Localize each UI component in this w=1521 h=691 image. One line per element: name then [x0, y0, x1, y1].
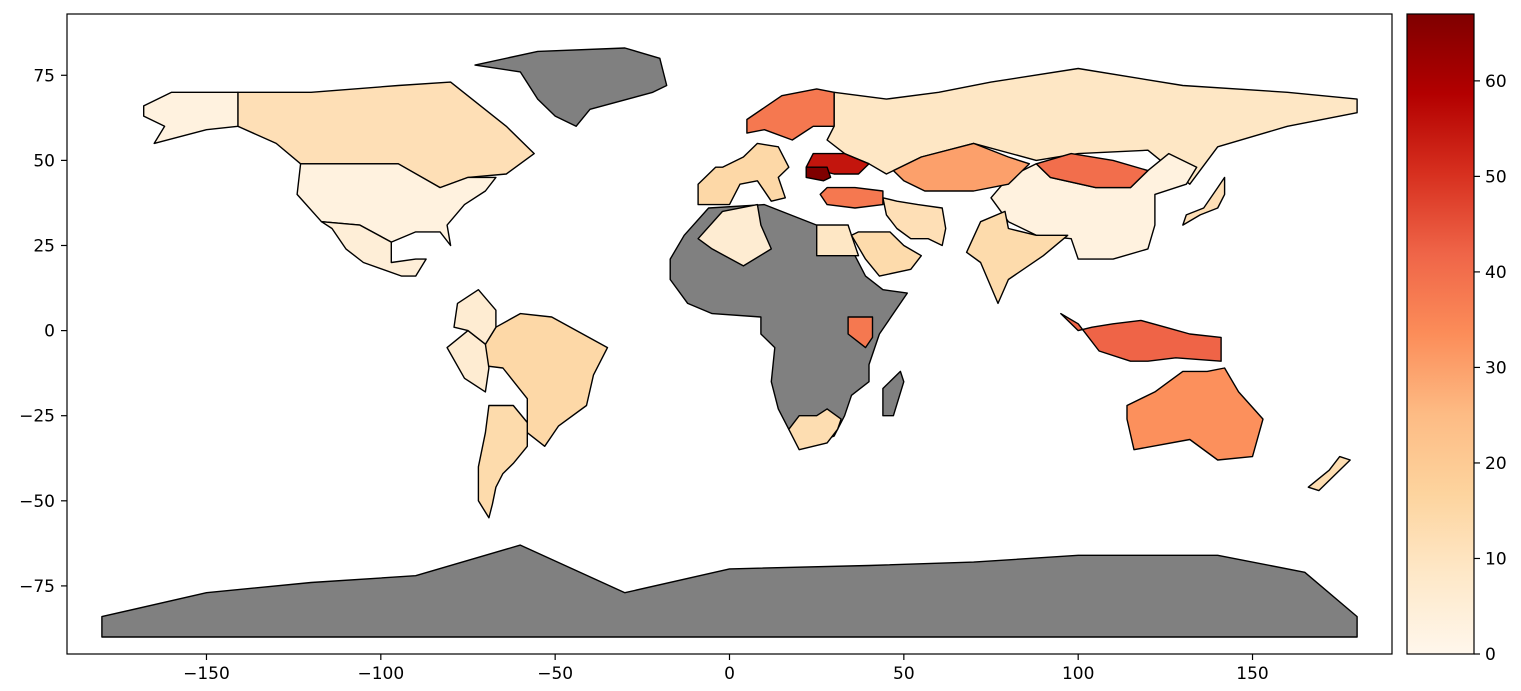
x-tick-label: 0 — [724, 664, 735, 684]
region-turkey: Turkey — [819, 186, 884, 209]
region-russia: Russia — [826, 67, 1358, 185]
region-mexico: Mexico — [320, 220, 427, 277]
x-tick-label: 150 — [1236, 664, 1268, 684]
y-axis: 75 50 25 0 −25 −50 −75 — [19, 66, 67, 597]
region-kazakhstan: Kazakhstan — [892, 142, 1031, 192]
region-japan: Japan — [1182, 176, 1226, 226]
region-algeria: Algeria — [697, 203, 772, 267]
x-tick-label: −50 — [537, 664, 573, 684]
x-tick-label: 100 — [1062, 664, 1094, 684]
region-scandinavia: Scandinavia — [746, 88, 835, 141]
colorbar-tick-label: 60 — [1485, 72, 1507, 92]
colorbar-tick-label: 30 — [1485, 358, 1507, 378]
colorbar-tick-label: 50 — [1485, 167, 1507, 187]
colorbar — [1407, 14, 1474, 654]
y-tick-label: 50 — [33, 151, 55, 171]
region-brazil: Brazil — [470, 312, 609, 447]
colorbar-axis: 0 10 20 30 40 50 60 — [1474, 72, 1507, 665]
y-tick-label: 25 — [33, 236, 55, 256]
region-greenland: Greenland — [474, 47, 668, 128]
region-saudi-arabia: Saudi Arabia — [850, 231, 922, 277]
region-alaska: Alaska — [142, 91, 239, 145]
region-australia: Australia — [1126, 367, 1264, 461]
region-argentina: Argentina — [477, 404, 528, 519]
region-madagascar: Madagascar — [882, 370, 905, 417]
region-romania: Romania — [805, 166, 832, 182]
colorbar-tick-label: 0 — [1485, 645, 1496, 665]
region-india: India — [965, 210, 1069, 305]
region-indonesia: Indonesia — [1060, 312, 1222, 362]
x-axis: −150 −100 −50 0 50 100 150 — [183, 654, 1269, 684]
land-layer: CanadaAlaskaUnited StatesMexicoGreenland… — [101, 47, 1358, 638]
y-tick-label: 75 — [33, 66, 55, 86]
region-western-europe: Western Europe — [697, 142, 790, 206]
y-tick-label: −25 — [19, 407, 55, 427]
region-canada: Canada — [237, 81, 535, 189]
region-iran: Iran — [882, 197, 947, 247]
region-south-africa: South Africa — [788, 408, 842, 451]
y-tick-label: −75 — [19, 577, 55, 597]
region-kenya: Kenya — [847, 316, 874, 349]
colorbar-tick-label: 20 — [1485, 454, 1507, 474]
region-mongolia: Mongolia — [1035, 152, 1149, 189]
region-new-zealand: New Zealand — [1307, 455, 1351, 492]
y-tick-label: 0 — [44, 322, 55, 342]
region-colombia: Colombia — [453, 289, 497, 345]
x-tick-label: −150 — [183, 664, 230, 684]
colorbar-tick-label: 40 — [1485, 263, 1507, 283]
region-antarctica: Antarctica — [101, 544, 1358, 638]
x-tick-label: −100 — [357, 664, 404, 684]
colorbar-tick-label: 10 — [1485, 549, 1507, 569]
x-tick-label: 50 — [893, 664, 915, 684]
y-tick-label: −50 — [19, 492, 55, 512]
colorbar-frame — [1406, 13, 1475, 655]
region-egypt: Egypt — [816, 224, 860, 257]
